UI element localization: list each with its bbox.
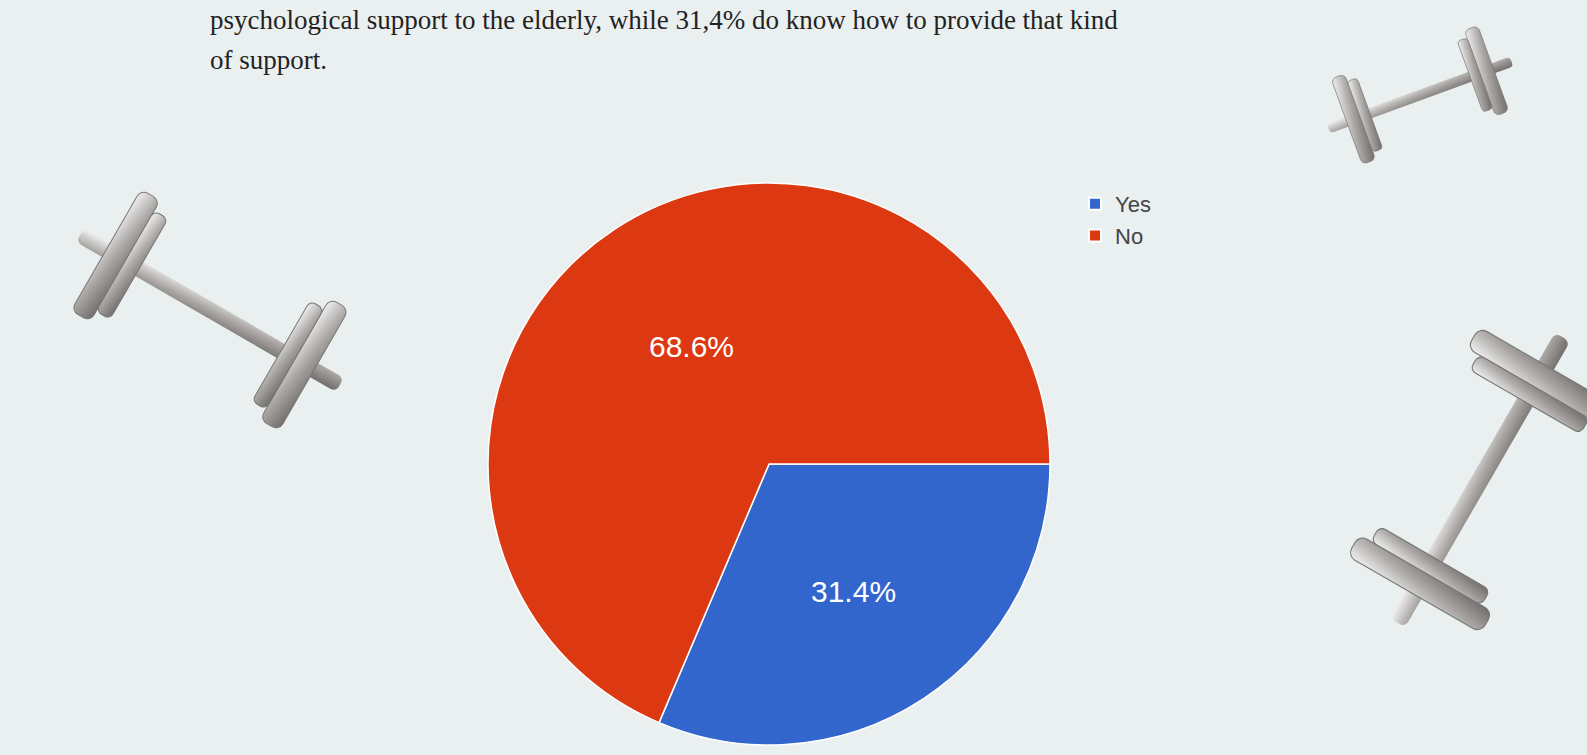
svg-text:68.6%: 68.6%: [649, 330, 734, 363]
svg-text:No: No: [1115, 224, 1143, 249]
svg-text:31.4%: 31.4%: [811, 575, 896, 608]
svg-text:Yes: Yes: [1115, 192, 1151, 217]
html-text:of support.: of support.: [210, 45, 327, 75]
html-text:psychological support to the e: psychological support to the elderly, wh…: [210, 5, 1118, 35]
